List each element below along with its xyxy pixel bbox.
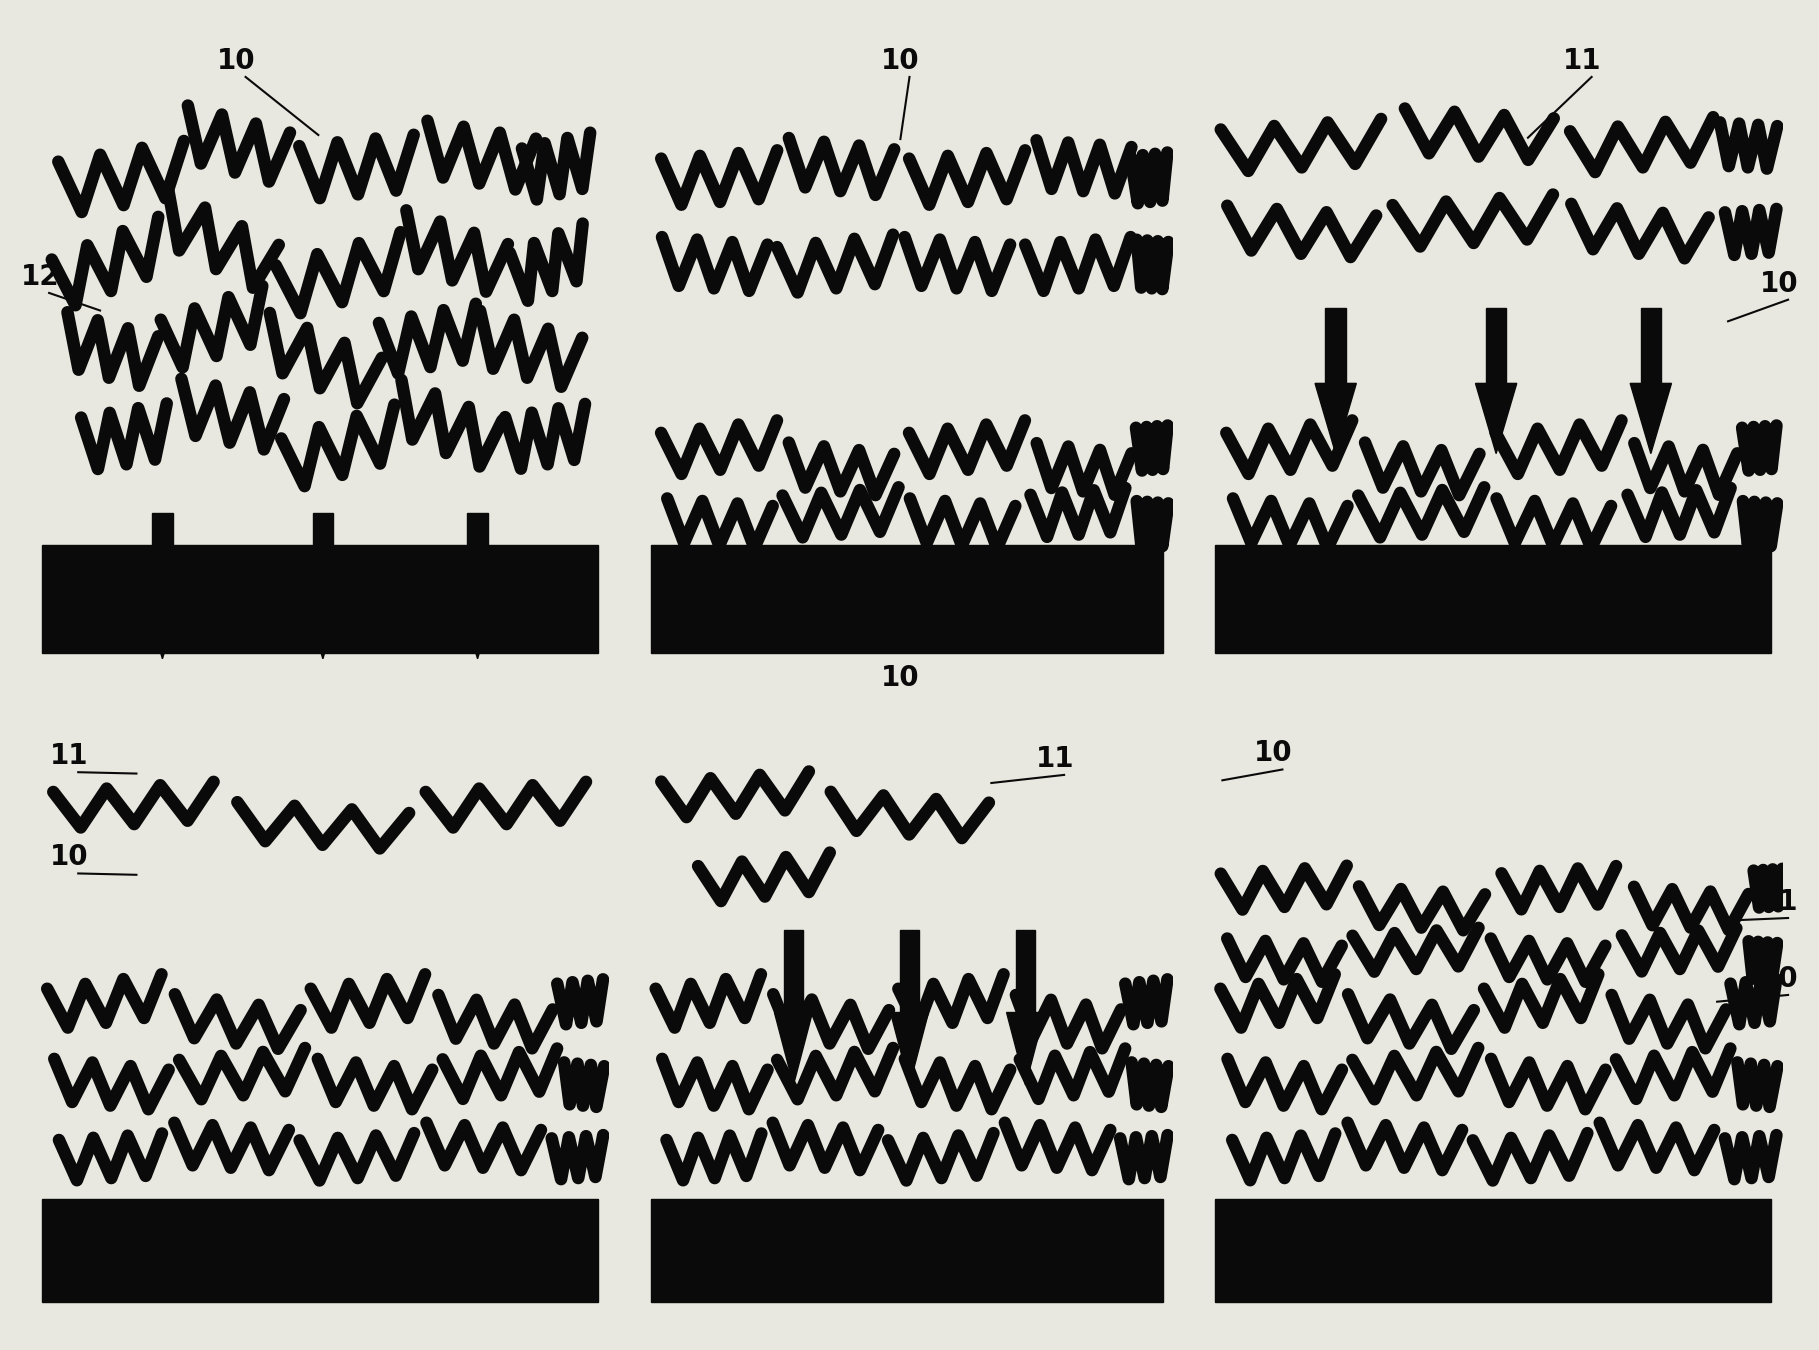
Bar — [900, 930, 919, 1012]
Polygon shape — [775, 1012, 813, 1085]
Bar — [651, 1199, 1162, 1303]
Text: 10: 10 — [1253, 740, 1293, 767]
Bar — [153, 513, 173, 589]
Polygon shape — [891, 1012, 928, 1085]
Bar — [1215, 1199, 1772, 1303]
Bar — [42, 1199, 598, 1303]
Text: 10: 10 — [216, 47, 256, 74]
Bar — [1486, 308, 1506, 383]
Polygon shape — [1630, 383, 1672, 454]
Polygon shape — [457, 589, 498, 659]
Bar — [467, 513, 487, 589]
Bar — [651, 545, 1162, 653]
Text: 11: 11 — [1563, 47, 1603, 74]
Polygon shape — [142, 589, 184, 659]
Bar — [1641, 308, 1661, 383]
Polygon shape — [1315, 383, 1357, 454]
Polygon shape — [1006, 1012, 1044, 1085]
Text: 12: 12 — [20, 263, 60, 290]
Text: 11: 11 — [1759, 888, 1799, 915]
Bar — [1215, 545, 1772, 653]
Bar — [1326, 308, 1346, 383]
Text: 10: 10 — [880, 664, 920, 691]
Text: 10: 10 — [1759, 270, 1799, 297]
Bar — [313, 513, 333, 589]
Text: 10: 10 — [880, 47, 920, 74]
Text: 11: 11 — [1035, 745, 1075, 772]
Text: 10: 10 — [49, 844, 89, 871]
Polygon shape — [302, 589, 344, 659]
Text: 11: 11 — [49, 743, 89, 770]
Text: 10: 10 — [1759, 965, 1799, 992]
Bar — [42, 545, 598, 653]
Polygon shape — [1475, 383, 1517, 454]
Bar — [1017, 930, 1035, 1012]
Bar — [784, 930, 802, 1012]
